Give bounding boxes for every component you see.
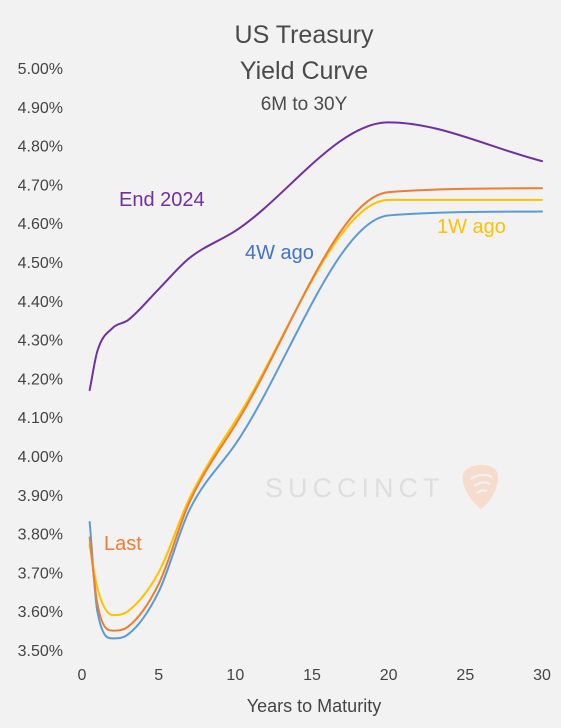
y-tick-label: 3.90%: [18, 488, 63, 505]
y-tick-label: 4.20%: [18, 371, 63, 388]
x-tick-label: 0: [78, 667, 87, 684]
y-tick-label: 4.50%: [18, 255, 63, 272]
x-tick-label: 5: [154, 667, 163, 684]
chart-subtitle: 6M to 30Y: [261, 94, 348, 115]
series-label-end-2024: End 2024: [119, 189, 205, 211]
y-tick-label: 4.90%: [18, 100, 63, 117]
y-tick-label: 4.60%: [18, 216, 63, 233]
series-line-last: [88, 187, 543, 632]
x-tick-label: 25: [456, 667, 474, 684]
x-tick-label: 30: [533, 667, 551, 684]
series-label-4w-ago: 4W ago: [245, 242, 314, 264]
y-tick-label: 3.70%: [18, 565, 63, 582]
x-axis-label: Years to Maturity: [247, 696, 381, 716]
x-tick-label: 20: [380, 667, 398, 684]
y-tick-label: 4.80%: [18, 139, 63, 156]
y-axis-tick-labels: 3.50% 3.60% 3.70% 3.80% 3.90% 4.00% 4.10% 4.20%…: [18, 61, 63, 660]
chart-title-line-2: Yield Curve: [240, 57, 368, 85]
y-tick-label: 4.40%: [18, 294, 63, 311]
y-tick-label: 3.50%: [18, 643, 63, 660]
y-tick-label: 3.60%: [18, 604, 63, 621]
series-label-last: Last: [104, 533, 142, 555]
series-line-1w-ago: [88, 198, 543, 617]
y-tick-label: 5.00%: [18, 61, 63, 78]
y-tick-label: 4.00%: [18, 449, 63, 466]
y-tick-label: 4.30%: [18, 333, 63, 350]
series-line-end-2024: [88, 121, 543, 392]
series-label-1w-ago: 1W ago: [437, 216, 506, 238]
y-tick-label: 4.10%: [18, 410, 63, 427]
x-tick-label: 15: [303, 667, 321, 684]
chart-title-line-1: US Treasury: [235, 21, 374, 49]
watermark-text: SUCCINCT: [265, 473, 445, 503]
series-lines: [88, 121, 543, 640]
succinct-logo-icon: [462, 464, 499, 509]
y-tick-label: 4.70%: [18, 177, 63, 194]
series-line-4w-ago: [88, 210, 543, 640]
y-tick-label: 3.80%: [18, 527, 63, 544]
x-tick-label: 10: [226, 667, 244, 684]
watermark: SUCCINCT: [265, 464, 499, 509]
x-axis-tick-labels: 0 5 10 15 20 25 30: [78, 667, 551, 684]
